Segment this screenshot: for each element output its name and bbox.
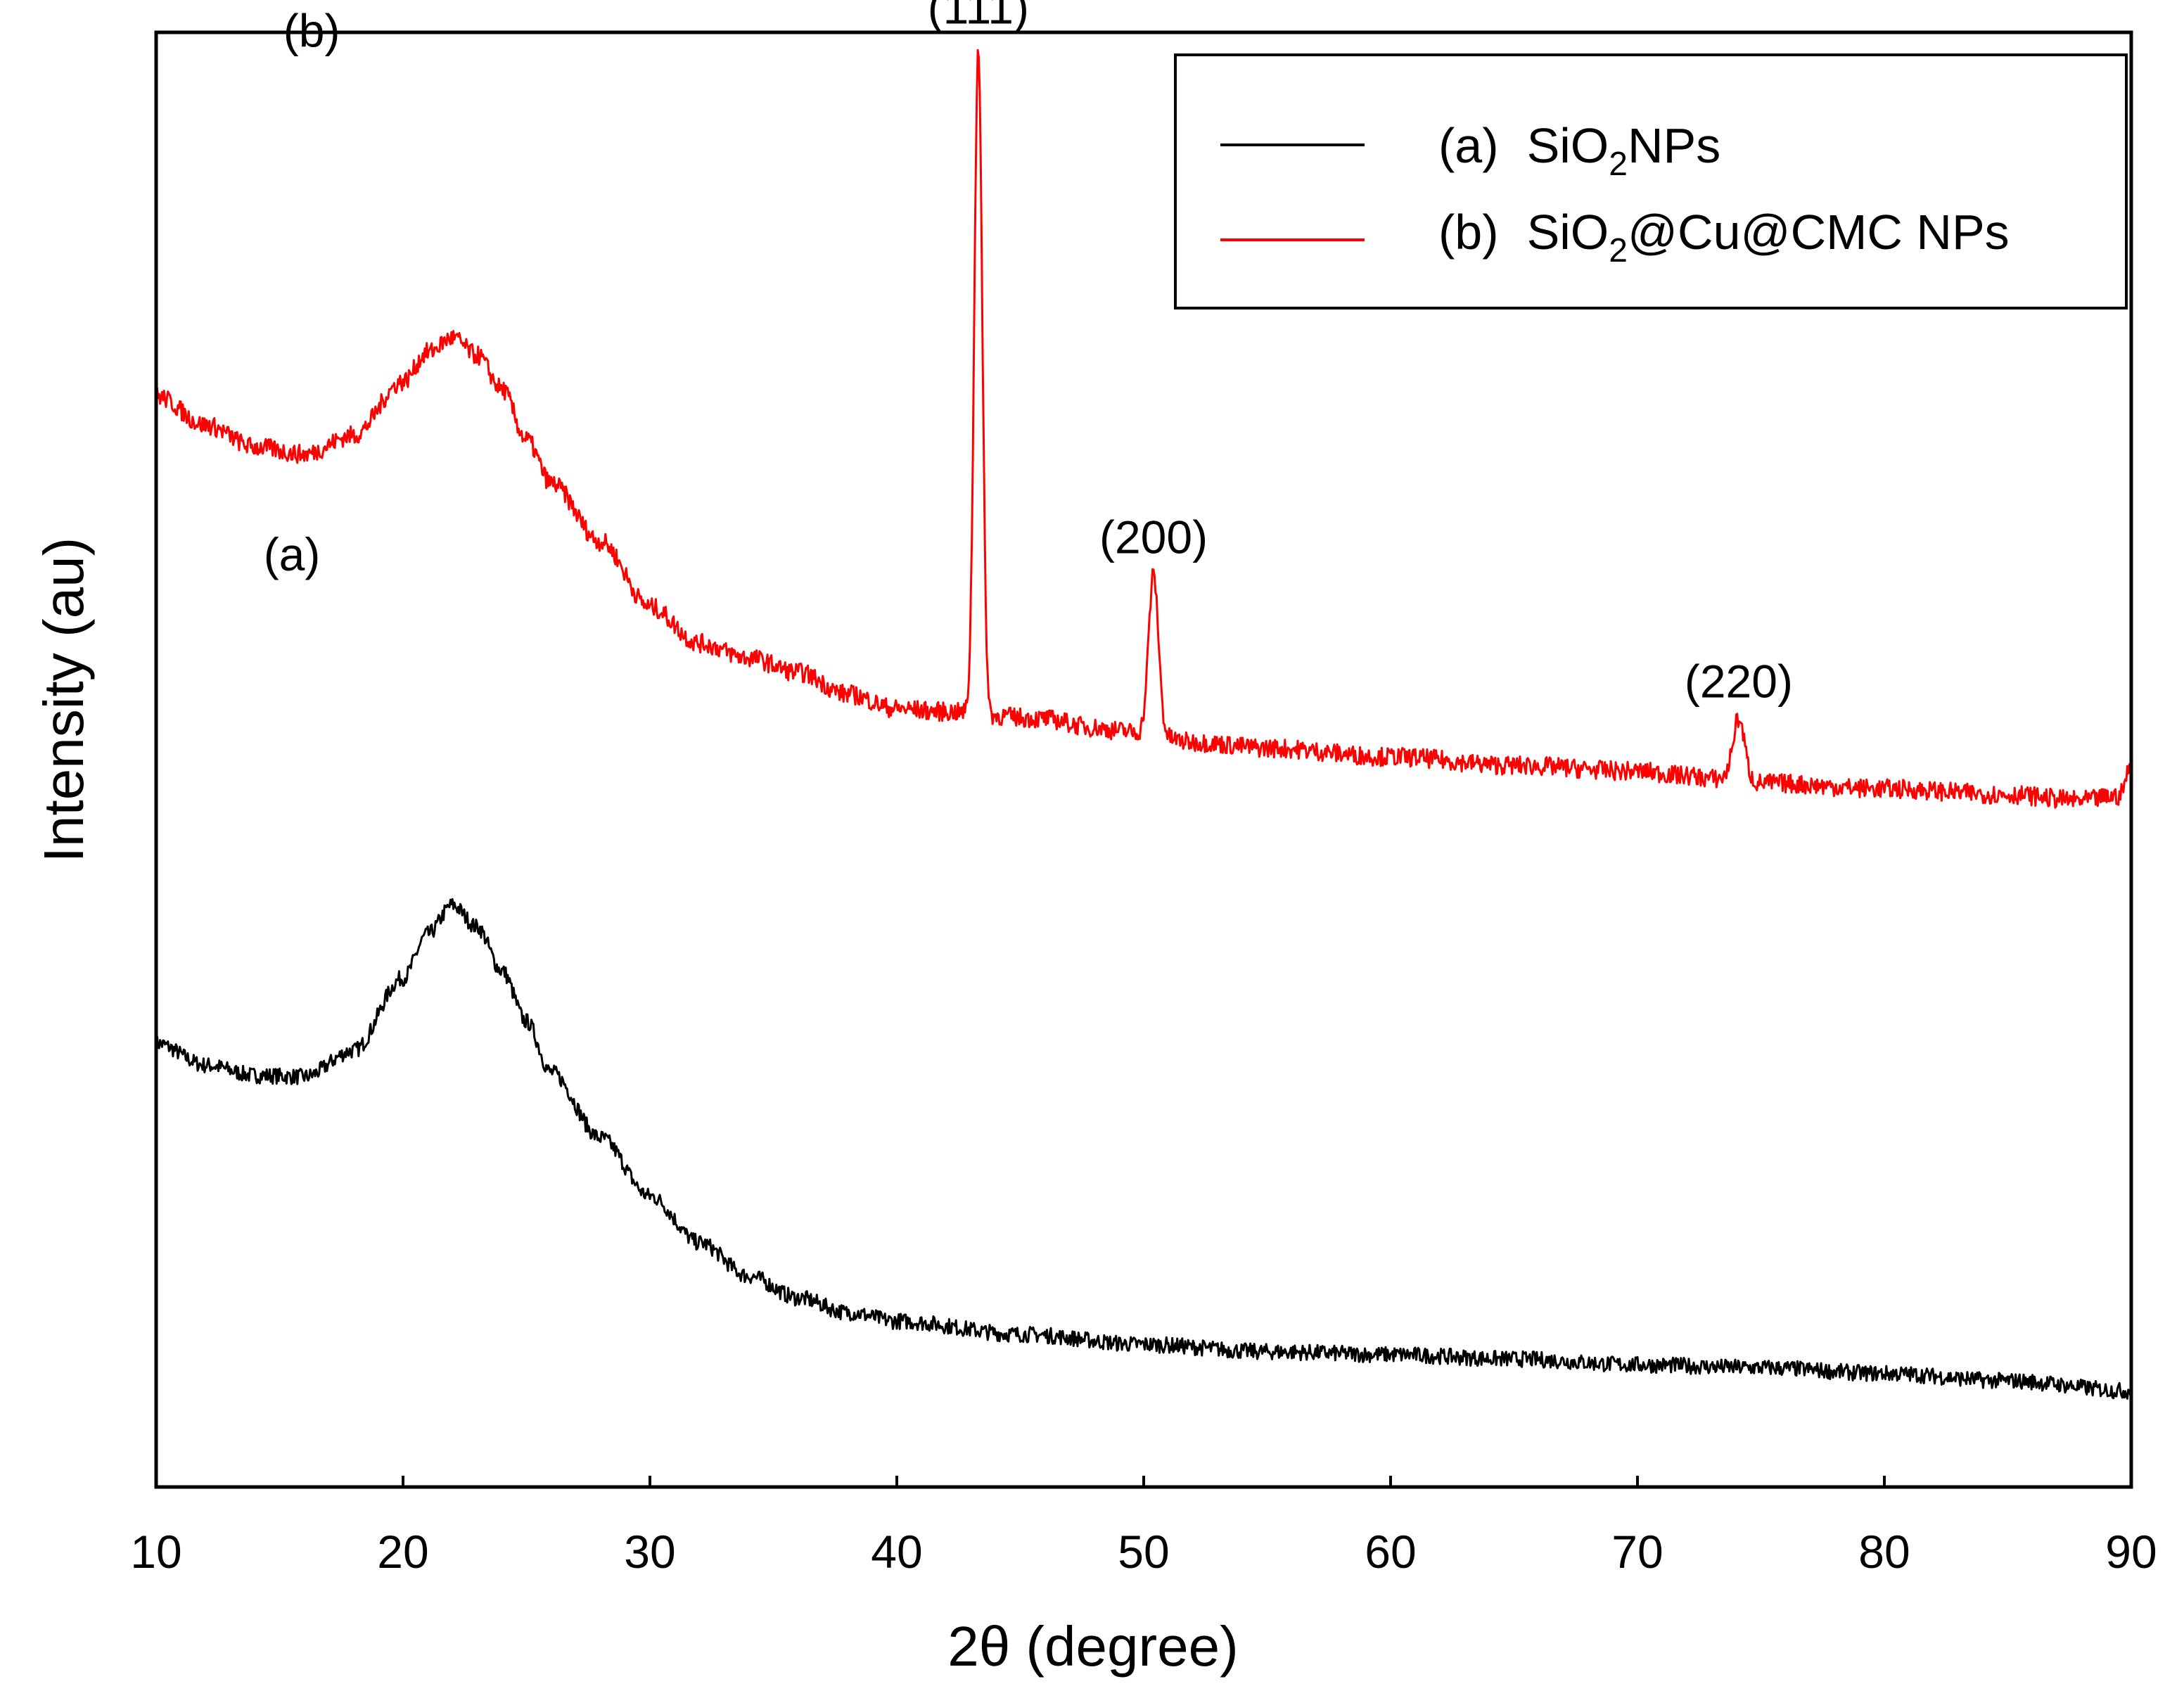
legend-prefix-a: (a) <box>1438 118 1499 173</box>
series-line-b <box>155 49 2133 809</box>
legend-sub-a: 2 <box>1609 146 1628 183</box>
x-tick-label: 70 <box>1611 1526 1663 1578</box>
legend-entry-b: (b) SiO2@Cu@CMC NPs <box>1438 205 2010 269</box>
peak-label: (200) <box>1099 511 1208 563</box>
curve-label-a: (a) <box>264 528 321 580</box>
peak-label: (220) <box>1685 656 1793 708</box>
x-axis-label: 2θ (degree) <box>947 1615 1239 1678</box>
annotations: (a) (b) (111) (200) (220) <box>264 0 1793 708</box>
x-tick-label: 20 <box>377 1526 428 1578</box>
x-tick-label: 30 <box>624 1526 675 1578</box>
legend-box <box>1174 53 2128 309</box>
x-tick-label: 60 <box>1365 1526 1416 1578</box>
x-tick-label: 90 <box>2105 1526 2157 1578</box>
legend-prefix-b: (b) <box>1438 205 1499 260</box>
legend-rest-a: NPs <box>1628 118 1720 173</box>
curve-label-b: (b) <box>283 5 340 57</box>
series-line-a <box>155 898 2132 1400</box>
y-axis-label: Intensity (au) <box>32 537 95 862</box>
legend-entry-a: (a) SiO2NPs <box>1438 118 1720 183</box>
legend-main-b: SiO <box>1527 205 1609 260</box>
x-tick-label: 10 <box>130 1526 181 1578</box>
legend-main-a: SiO <box>1527 118 1609 173</box>
peak-label: (111) <box>928 0 1029 33</box>
legend-sub-b: 2 <box>1609 232 1628 269</box>
x-tick-label: 80 <box>1858 1526 1910 1578</box>
legend-rest-b: @Cu@CMC NPs <box>1628 205 2010 260</box>
legend: (a) SiO2NPs (b) SiO2@Cu@CMC NPs <box>1174 53 2128 309</box>
x-tick-label: 40 <box>871 1526 922 1578</box>
plot-area <box>155 49 2133 1400</box>
x-tick-label: 50 <box>1118 1526 1169 1578</box>
x-axis-ticks: 10 20 30 40 50 60 70 80 90 <box>130 1476 2157 1578</box>
